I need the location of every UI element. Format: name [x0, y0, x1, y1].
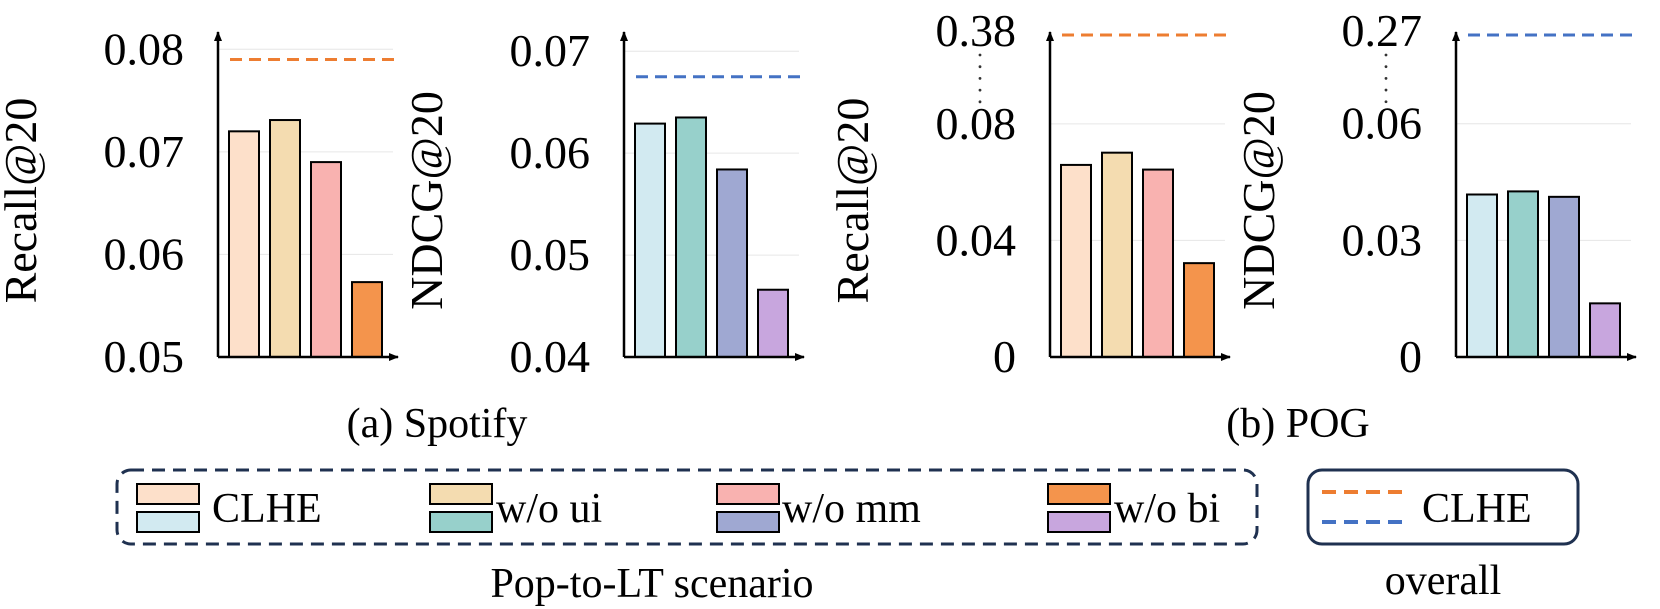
legend-entry-wo-ui: w/o ui: [429, 483, 602, 533]
legend-entry-wo-bi: w/o bi: [1047, 483, 1220, 533]
y-axis-label: NDCG@20: [401, 91, 452, 310]
bar-w-o-bi: [1183, 262, 1215, 359]
bar-w-o-mm: [1548, 195, 1580, 358]
bar-w-o-mm: [310, 161, 342, 358]
axis-break-dot: [978, 65, 982, 69]
bar-clhe: [634, 122, 666, 358]
legend-overall: CLHE overall: [1306, 468, 1580, 604]
panel-pog-recall: 0 0.04 0.08 0.38 Recall@20: [827, 5, 1231, 382]
bar-w-o-ui: [1507, 190, 1539, 358]
y-tick-label: 0.07: [104, 126, 185, 177]
caption-pog: (b) POG: [1226, 401, 1370, 447]
y-tick-label: 0.08: [936, 98, 1017, 149]
y-axis-label: Recall@20: [827, 98, 878, 304]
legend-overall-entry: CLHE: [1422, 486, 1532, 532]
legend-label-clhe: CLHE: [212, 486, 322, 532]
axis-break-dot: [978, 53, 982, 57]
panel-pog-ndcg: 0 0.03 0.06 0.27 NDCG@20: [1233, 5, 1637, 382]
legend-swatch-ui-pop: [429, 483, 493, 505]
axis-break-dot: [1384, 88, 1388, 92]
legend-scenario-label: Pop-to-LT scenario: [490, 561, 813, 607]
y-tick-label: 0.07: [510, 25, 591, 76]
bar-w-o-ui: [675, 116, 707, 358]
bar-clhe: [228, 130, 260, 358]
axis-break-dot: [1384, 65, 1388, 69]
y-tick-label: 0.04: [936, 214, 1017, 265]
y-break-label: 0.38: [936, 5, 1017, 56]
legend-swatch-ui-lt: [429, 511, 493, 533]
y-tick-label: 0.05: [510, 229, 591, 280]
panel-spotify-recall: 0.05 0.06 0.07 0.08 Recall@20: [0, 23, 399, 382]
axis-break-dot: [978, 77, 982, 80]
bar-w-o-mm: [716, 168, 748, 358]
bar-w-o-ui: [1101, 151, 1133, 358]
y-tick-label: 0.06: [104, 228, 185, 279]
y-axis-label: Recall@20: [0, 98, 46, 304]
panel-spotify-ndcg: 0.04 0.05 0.06 0.07 NDCG@20: [401, 25, 805, 382]
legend-swatch-mm-pop: [716, 483, 780, 505]
legend-overall-box: [1306, 468, 1580, 546]
legend-label-wo-ui: w/o ui: [496, 486, 602, 532]
legend-pop-to-lt: CLHE w/o ui w/o mm w/o bi Pop-to-LT scen…: [115, 468, 1259, 607]
caption-spotify: (a) Spotify: [347, 401, 528, 447]
y-tick-label: 0.06: [510, 127, 591, 178]
bar-w-o-ui: [269, 119, 301, 358]
y-tick-label: 0.06: [1342, 98, 1423, 149]
bar-clhe: [1466, 193, 1498, 358]
legend-label-wo-mm: w/o mm: [782, 486, 921, 532]
bar-w-o-mm: [1142, 168, 1174, 358]
legend-swatch-bi-pop: [1047, 483, 1111, 505]
legend-overall-label: overall: [1385, 558, 1502, 604]
legend-swatch-clhe-pop: [136, 483, 200, 505]
axis-break-dot: [1384, 76, 1388, 80]
legend-swatch-clhe-lt: [136, 511, 200, 533]
y-tick-label: 0: [993, 331, 1016, 382]
legend-swatch-mm-lt: [716, 511, 780, 533]
y-tick-label: 0: [1399, 331, 1422, 382]
legend-swatch-bi-lt: [1047, 511, 1111, 533]
y-axis-label: NDCG@20: [1233, 91, 1284, 310]
legend-entry-clhe: CLHE: [136, 483, 322, 533]
y-tick-label: 0.03: [1342, 214, 1423, 265]
axis-break-dot: [1384, 100, 1388, 104]
bar-w-o-bi: [757, 288, 789, 359]
legend-label-wo-bi: w/o bi: [1114, 486, 1220, 532]
axis-break-dot: [978, 100, 982, 104]
legend-entry-wo-mm: w/o mm: [716, 483, 921, 533]
axis-break-dot: [978, 88, 982, 92]
y-tick-label: 0.05: [104, 331, 185, 382]
y-break-label: 0.27: [1342, 5, 1423, 56]
bar-clhe: [1060, 163, 1092, 358]
legend-box: [115, 468, 1259, 546]
y-tick-label: 0.04: [510, 331, 591, 382]
y-tick-label: 0.08: [104, 23, 185, 74]
bar-w-o-bi: [1589, 302, 1621, 359]
axis-break-dot: [1384, 53, 1388, 57]
bar-w-o-bi: [351, 281, 383, 358]
